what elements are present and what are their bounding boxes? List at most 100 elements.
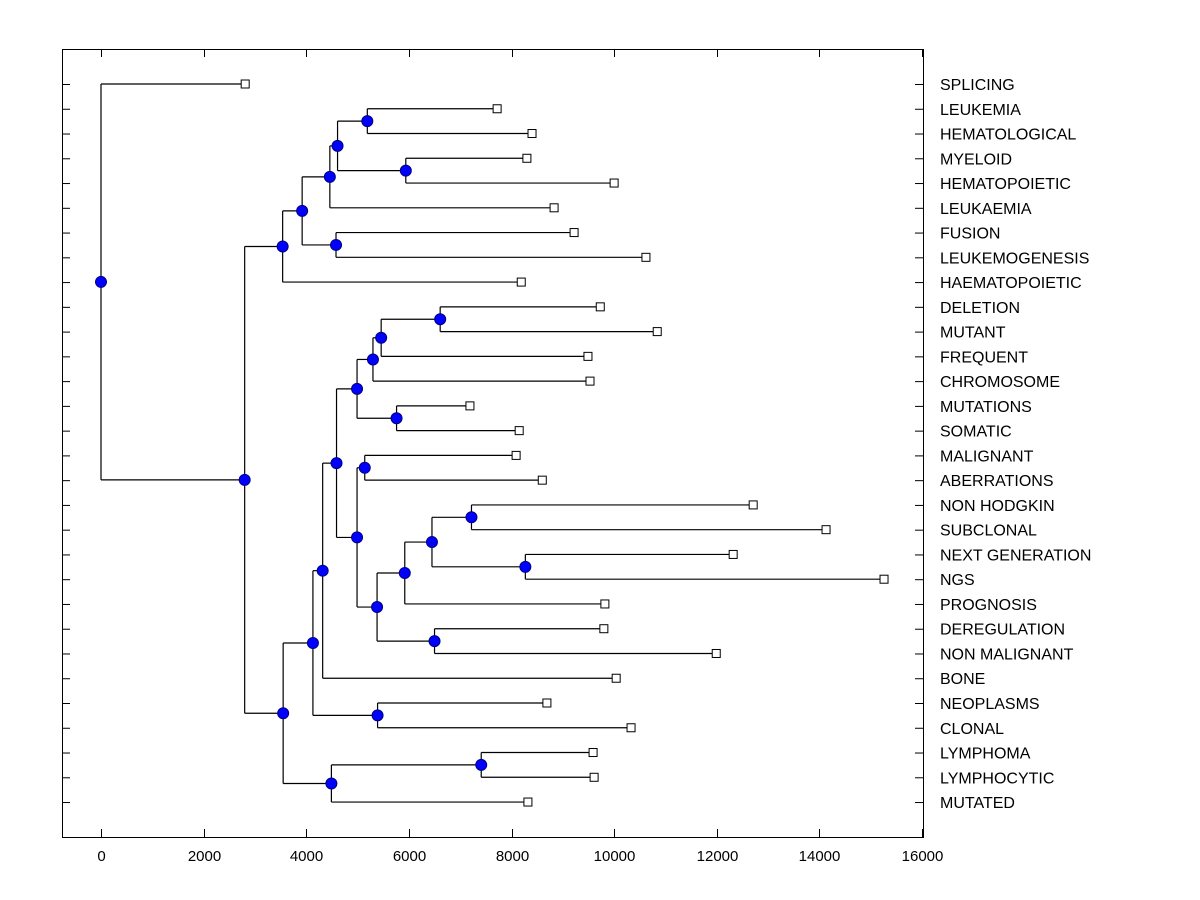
leaf-marker-malignant <box>511 450 521 460</box>
leaf-label: CHROMOSOME <box>940 374 1060 391</box>
cluster-node <box>399 164 412 177</box>
leaf-label: NGS <box>940 572 975 589</box>
node-markers <box>95 115 532 790</box>
leaf-marker-prognosis <box>600 599 610 609</box>
x-tick-label: 14000 <box>799 848 841 865</box>
x-tick-label: 12000 <box>697 848 739 865</box>
x-tick-label: 6000 <box>393 848 426 865</box>
cluster-node <box>371 709 384 722</box>
cluster-node <box>519 560 532 573</box>
leaf-marker-lymphocytic <box>589 772 599 782</box>
leaf-marker-leukemia <box>492 104 502 114</box>
leaf-label: SPLICING <box>940 77 1015 94</box>
cluster-node <box>296 204 309 217</box>
x-tick-label: 10000 <box>594 848 636 865</box>
x-tick-label: 0 <box>97 848 105 865</box>
leaf-marker-haematopoietic <box>516 277 526 287</box>
x-axis-ticks: 0 2000 4000 6000 8000 10000 12000 14000 16000 <box>97 49 943 865</box>
leaf-label: FUSION <box>940 226 1000 243</box>
leaf-marker-clonal <box>626 723 636 733</box>
cluster-node <box>425 536 438 549</box>
leaf-marker-leukaemia <box>549 203 559 213</box>
leaf-marker-next-generation <box>728 549 738 559</box>
leaf-marker-aberrations <box>537 475 547 485</box>
leaf-label: SOMATIC <box>940 424 1012 441</box>
leaf-label: LYMPHOMA <box>940 746 1031 763</box>
cluster-node <box>306 637 319 650</box>
cluster-node <box>351 531 364 544</box>
leaf-label: LEUKAEMIA <box>940 201 1032 218</box>
leaf-marker-chromosome <box>585 376 595 386</box>
dendrogram-links <box>100 83 885 803</box>
cluster-node <box>277 707 290 720</box>
leaf-label: NON HODGKIN <box>940 498 1055 515</box>
x-tick-label: 4000 <box>290 848 323 865</box>
cluster-node <box>276 240 289 253</box>
cluster-node <box>398 567 411 580</box>
leaf-labels: SPLICING LEUKEMIA HEMATOLOGICAL MYELOID HEMA… <box>940 77 1091 812</box>
leaf-label: LYMPHOCYTIC <box>940 770 1054 787</box>
plot-frame <box>62 49 924 838</box>
leaf-label: MYELOID <box>940 151 1012 168</box>
leaf-label: HAEMATOPOIETIC <box>940 275 1082 292</box>
leaf-label: MUTATED <box>940 795 1015 812</box>
leaf-label: MUTATIONS <box>940 399 1032 416</box>
leaf-label: HEMATOLOGICAL <box>940 127 1076 144</box>
leaf-marker-somatic <box>514 426 524 436</box>
leaf-marker-leukemogenesis <box>641 252 651 262</box>
leaf-label: HEMATOPOIETIC <box>940 176 1071 193</box>
cluster-node <box>351 382 364 395</box>
cluster-node <box>475 758 488 771</box>
cluster-node <box>358 461 371 474</box>
leaf-marker-non-hodgkin <box>748 500 758 510</box>
leaf-marker-deletion <box>595 302 605 312</box>
leaf-marker-hematological <box>527 129 537 139</box>
leaf-label: CLONAL <box>940 721 1004 738</box>
leaf-marker-mutations <box>465 401 475 411</box>
leaf-label: ABERRATIONS <box>940 473 1054 490</box>
cluster-node <box>330 238 343 251</box>
cluster-node <box>434 313 447 326</box>
leaf-label: DELETION <box>940 300 1020 317</box>
leaf-marker-bone <box>611 673 621 683</box>
cluster-node <box>238 473 251 486</box>
y-axis-ticks <box>62 84 923 804</box>
cluster-node <box>325 777 338 790</box>
x-tick-label: 2000 <box>188 848 221 865</box>
leaf-label: DEREGULATION <box>940 622 1065 639</box>
leaf-marker-fusion <box>569 228 579 238</box>
leaf-marker-subclonal <box>821 525 831 535</box>
leaf-marker-non-malignant <box>711 648 721 658</box>
cluster-node <box>316 564 329 577</box>
leaf-markers <box>240 79 889 807</box>
cluster-node <box>371 601 384 614</box>
leaf-label: NON MALIGNANT <box>940 646 1074 663</box>
leaf-label: MUTANT <box>940 325 1006 342</box>
leaf-label: FREQUENT <box>940 349 1028 366</box>
leaf-marker-hematopoietic <box>609 178 619 188</box>
cluster-node <box>366 353 379 366</box>
cluster-node <box>390 412 403 425</box>
leaf-label: NEXT GENERATION <box>940 547 1091 564</box>
leaf-label: LEUKEMIA <box>940 102 1021 119</box>
leaf-marker-mutant <box>652 327 662 337</box>
cluster-node <box>95 275 107 288</box>
leaf-marker-frequent <box>583 351 593 361</box>
cluster-node <box>375 331 388 344</box>
cluster-node <box>330 457 343 470</box>
cluster-node <box>465 511 478 524</box>
leaf-label: LEUKEMOGENESIS <box>940 250 1089 267</box>
leaf-label: BONE <box>940 671 985 688</box>
leaf-marker-deregulation <box>599 624 609 634</box>
leaf-marker-ngs <box>879 574 889 584</box>
leaf-marker-neoplasms <box>542 698 552 708</box>
leaf-label: PROGNOSIS <box>940 597 1037 614</box>
cluster-node <box>361 115 374 128</box>
leaf-label: NEOPLASMS <box>940 696 1040 713</box>
leaf-label: SUBCLONAL <box>940 523 1037 540</box>
leaf-marker-myeloid <box>522 153 532 163</box>
cluster-node <box>331 139 344 152</box>
leaf-label: MALIGNANT <box>940 448 1034 465</box>
leaf-marker-mutated <box>523 797 533 807</box>
